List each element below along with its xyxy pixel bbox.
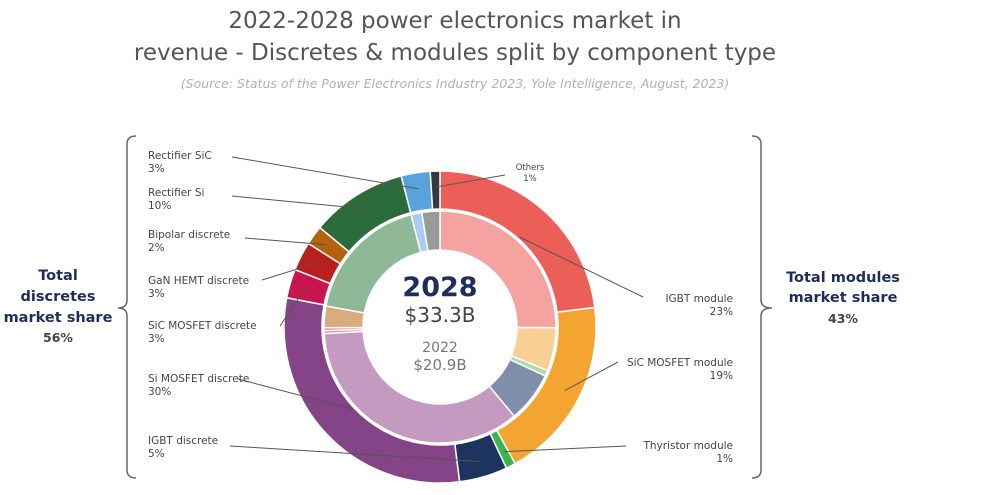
leader-line-rectifier-sic (231, 156, 419, 190)
discretes-total-value: 56% (43, 330, 73, 345)
label-sic-mosfet-module: SiC MOSFET module (627, 357, 733, 369)
label-igbt-module: IGBT module (665, 293, 733, 305)
label-pct-thyristor-module: 1% (716, 453, 733, 465)
label-pct-rectifier-si: 10% (148, 200, 171, 212)
label-pct-sic-mosfet-discrete: 3% (148, 333, 165, 345)
leader-line-thyristor-module (503, 445, 627, 453)
label-gan-hemt-discrete: GaN HEMT discrete (148, 275, 249, 287)
label-rectifier-si: Rectifier Si (148, 187, 204, 199)
label-pct-igbt-module: 23% (710, 306, 733, 318)
label-pct-igbt-discrete: 5% (148, 448, 165, 460)
label-bipolar-discrete: Bipolar discrete (148, 229, 230, 241)
leader-line-sic-mosfet-module (564, 361, 619, 391)
modules-total-line-1: Total modules (786, 270, 900, 286)
discretes-total-line-2: discretes (21, 289, 96, 305)
label-pct-si-mosfet-discrete: 30% (148, 386, 171, 398)
leader-lines (229, 156, 644, 462)
label-igbt-discrete: IGBT discrete (148, 435, 218, 447)
center-year-2022: 2022 (422, 340, 458, 356)
label-pct-sic-mosfet-module: 19% (710, 370, 733, 382)
slice-2022-si-mosfet-discrete (323, 330, 516, 444)
label-si-mosfet-discrete: Si MOSFET discrete (148, 373, 249, 385)
label-others: Others (516, 163, 545, 173)
discretes-total-line-1: Total (38, 268, 78, 284)
chart-source: (Source: Status of the Power Electronics… (181, 76, 729, 91)
label-pct-bipolar-discrete: 2% (148, 242, 165, 254)
leader-line-sic-mosfet-discrete (279, 287, 306, 327)
leader-line-rectifier-si (231, 195, 366, 210)
leader-line-bipolar-discrete (244, 237, 327, 246)
label-thyristor-module: Thyristor module (642, 440, 733, 452)
modules-total-value: 43% (828, 311, 858, 326)
leader-line-gan-hemt-discrete (261, 262, 316, 281)
leader-line-others (435, 174, 506, 188)
donut-rings (283, 170, 597, 484)
label-pct-rectifier-sic: 3% (148, 163, 165, 175)
center-value-2028: $33.3B (405, 303, 476, 327)
center-value-2022: $20.9B (413, 356, 466, 374)
label-sic-mosfet-discrete: SiC MOSFET discrete (148, 320, 257, 332)
modules-bracket (751, 135, 773, 479)
leader-line-si-mosfet-discrete (237, 378, 353, 410)
slice-2028-others (429, 170, 441, 211)
slice-2022-others (420, 210, 441, 252)
chart-title-line-1: 2022-2028 power electronics market in (228, 8, 681, 34)
label-rectifier-sic: Rectifier SiC (148, 150, 212, 162)
center-year-2028: 2028 (402, 272, 477, 303)
leader-line-igbt-discrete (229, 445, 480, 462)
chart-title-line-2: revenue - Discretes & modules split by c… (134, 40, 776, 66)
discretes-bracket (117, 135, 137, 479)
label-pct-others: 1% (523, 174, 537, 184)
leader-line-igbt-module (519, 236, 644, 298)
discretes-total-line-3: market share (4, 310, 113, 326)
label-pct-gan-hemt-discrete: 3% (148, 288, 165, 300)
modules-total-line-2: market share (789, 290, 898, 306)
